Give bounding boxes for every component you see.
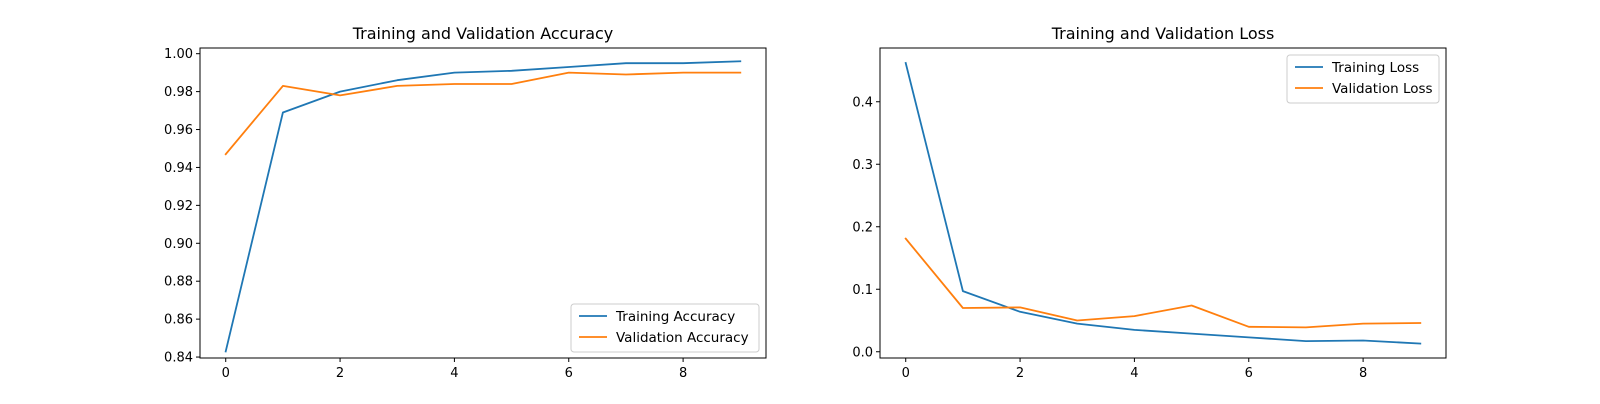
legend-label-validation-accuracy: Validation Accuracy <box>616 330 749 346</box>
loss-y-tick-label: 0.3 <box>852 158 873 173</box>
loss-chart-frame <box>879 47 1447 359</box>
accuracy-x-tick-label: 6 <box>565 366 573 381</box>
loss-x-tick-label: 6 <box>1245 366 1253 381</box>
loss-y-tick-label: 0.2 <box>852 220 873 235</box>
accuracy-y-tick-label: 0.92 <box>164 199 193 214</box>
loss-y-tick-label: 0.0 <box>852 345 873 360</box>
accuracy-x-tick-label: 8 <box>679 366 687 381</box>
loss-chart: Training and Validation Loss 0 2 4 6 8 0.0 0.1… <box>852 24 1447 381</box>
accuracy-chart-legend: Training Accuracy Validation Accuracy <box>570 303 760 353</box>
loss-x-tick-label: 2 <box>1016 366 1024 381</box>
loss-x-tick-label: 0 <box>902 366 910 381</box>
legend-label-training-loss: Training Loss <box>1331 60 1419 76</box>
accuracy-chart-frame <box>199 47 767 359</box>
series-line-validation-accuracy <box>224 71 742 156</box>
loss-legend-box <box>1286 54 1440 104</box>
accuracy-y-tick-label: 0.90 <box>164 237 193 252</box>
series-line-training-accuracy <box>224 60 742 353</box>
accuracy-chart-lines <box>224 60 742 353</box>
accuracy-y-tick-label: 0.94 <box>164 161 193 176</box>
accuracy-x-tick-label: 4 <box>450 366 458 381</box>
accuracy-x-tick-label: 0 <box>222 366 230 381</box>
loss-y-tick-label: 0.4 <box>852 95 873 110</box>
series-line-validation-loss <box>904 237 1422 329</box>
accuracy-x-tick-label: 2 <box>336 366 344 381</box>
accuracy-y-tick-label: 0.98 <box>164 85 193 100</box>
accuracy-y-tick-label: 0.96 <box>164 123 193 138</box>
loss-chart-ticks: 0 2 4 6 8 0.0 0.1 0.2 0.3 0.4 <box>852 95 1367 381</box>
loss-chart-lines <box>904 61 1422 345</box>
loss-chart-legend: Training Loss Validation Loss <box>1286 54 1440 104</box>
accuracy-y-tick-label: 0.86 <box>164 313 193 328</box>
loss-x-tick-label: 4 <box>1130 366 1138 381</box>
accuracy-chart-ticks: 0 2 4 6 8 0.84 0.86 0.88 0.90 0.92 0.94 0.96 0.98 1.0… <box>164 47 687 381</box>
series-line-training-loss <box>904 61 1422 345</box>
legend-label-validation-loss: Validation Loss <box>1332 81 1433 97</box>
accuracy-chart: Training and Validation Accuracy 0 2 4 6 8 0.… <box>164 24 767 381</box>
accuracy-y-tick-label: 1.00 <box>164 47 193 62</box>
accuracy-y-tick-label: 0.84 <box>164 351 193 366</box>
accuracy-chart-title: Training and Validation Accuracy <box>352 24 614 43</box>
loss-y-tick-label: 0.1 <box>852 283 873 298</box>
accuracy-legend-box <box>570 303 760 353</box>
loss-chart-title: Training and Validation Loss <box>1051 24 1275 43</box>
accuracy-y-tick-label: 0.88 <box>164 275 193 290</box>
loss-x-tick-label: 8 <box>1359 366 1367 381</box>
legend-label-training-accuracy: Training Accuracy <box>615 309 735 325</box>
